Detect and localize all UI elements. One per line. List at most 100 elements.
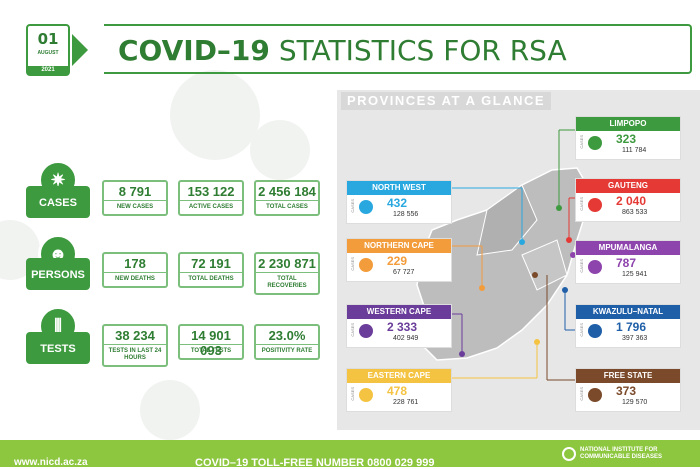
stat-value: 14 901 093 <box>191 328 231 358</box>
nicd-logo-icon <box>562 447 576 461</box>
province-name: NORTHERN CAPE <box>347 239 451 253</box>
province-card-north-west: NORTH WEST CASES 432 128 556 <box>346 180 452 224</box>
stat-value: 8 791 <box>118 184 152 199</box>
province-name: FREE STATE <box>576 369 680 383</box>
province-side-label: CASES <box>350 257 355 271</box>
stat-label: TOTAL RECOVERIES <box>256 272 318 293</box>
stat-label: TOTAL DEATHS <box>180 272 242 286</box>
stat-total-tests: 14 901 093 TOTAL TESTS <box>178 324 244 360</box>
province-card-northern-cape: NORTHERN CAPE CASES 229 67 727 <box>346 238 452 282</box>
footer-organization: NATIONAL INSTITUTE FOR COMMUNICABLE DISE… <box>580 447 663 460</box>
province-card-western-cape: WESTERN CAPE CASES 2 333 402 949 <box>346 304 452 348</box>
virus-icon <box>588 198 602 212</box>
province-card-free-state: FREE STATE CASES 373 129 570 <box>575 368 681 412</box>
province-total: 129 570 <box>622 399 648 406</box>
footer-toll-free-number: COVID–19 TOLL-FREE NUMBER 0800 029 999 <box>195 457 435 469</box>
virus-icon <box>588 324 602 338</box>
virus-icon <box>359 388 373 402</box>
province-cases: 787 <box>616 256 637 270</box>
stat-total-cases: 2 456 184 TOTAL CASES <box>254 180 320 216</box>
province-name: LIMPOPO <box>576 117 680 131</box>
title-rest: STATISTICS FOR RSA <box>278 34 567 67</box>
province-total: 402 949 <box>393 335 419 342</box>
province-name: NORTH WEST <box>347 181 451 195</box>
province-total: 128 556 <box>393 211 419 218</box>
stat-new-cases: 8 791 NEW CASES <box>102 180 168 216</box>
persons-category: PERSONS <box>26 258 90 290</box>
stat-value: 72 191 <box>191 256 231 271</box>
stat-label: NEW CASES <box>104 200 166 214</box>
stat-value: 2 456 184 <box>258 184 316 199</box>
province-total: 67 727 <box>393 269 415 276</box>
stat-value: 2 230 871 <box>258 256 316 271</box>
province-cases: 478 <box>387 384 408 398</box>
virus-icon <box>588 388 602 402</box>
province-name: EASTERN CAPE <box>347 369 451 383</box>
province-cases: 323 <box>616 132 637 146</box>
province-side-label: CASES <box>579 197 584 211</box>
title-bold: COVID–19 <box>118 34 270 67</box>
stat-label: TOTAL CASES <box>256 200 318 214</box>
stat-new-deaths: 178 NEW DEATHS <box>102 252 168 288</box>
title-frame <box>104 24 692 74</box>
province-card-kwazulu-natal: KWAZULU–NATAL CASES 1 796 397 363 <box>575 304 681 348</box>
stat-value: 23.0% <box>268 328 306 343</box>
south-africa-map <box>416 129 588 381</box>
province-cases: 1 796 <box>616 320 647 334</box>
province-side-label: CASES <box>350 323 355 337</box>
virus-icon <box>588 136 602 150</box>
background-virus-shape <box>140 380 200 440</box>
footer-bar <box>0 440 700 467</box>
province-cases: 432 <box>387 196 408 210</box>
footer-website-link[interactable]: www.nicd.ac.za <box>14 457 88 468</box>
background-virus-shape <box>170 70 260 160</box>
stat-label: TOTAL TESTS <box>180 344 242 358</box>
virus-icon <box>359 200 373 214</box>
province-name: KWAZULU–NATAL <box>576 305 680 319</box>
province-card-eastern-cape: EASTERN CAPE CASES 478 228 761 <box>346 368 452 412</box>
date-day: 01 <box>37 30 59 48</box>
province-card-mpumalanga: MPUMALANGA CASES 787 125 941 <box>575 240 681 284</box>
province-total: 397 363 <box>622 335 648 342</box>
background-virus-shape <box>250 120 310 180</box>
page-title: COVID–19 STATISTICS FOR RSA <box>118 34 567 67</box>
province-side-label: CASES <box>579 135 584 149</box>
province-total: 228 761 <box>393 399 419 406</box>
province-total: 111 784 <box>622 147 647 154</box>
stat-label: POSITIVITY RATE <box>256 344 318 358</box>
cases-category: CASES <box>26 186 90 218</box>
stat-label: NEW DEATHS <box>104 272 166 286</box>
province-cases: 2 040 <box>616 194 647 208</box>
stat-label: ACTIVE CASES <box>180 200 242 214</box>
province-total: 863 533 <box>622 209 648 216</box>
province-card-limpopo: LIMPOPO CASES 323 111 784 <box>575 116 681 160</box>
date-month: AUGUST <box>37 50 59 56</box>
date-year: 2021 <box>28 66 68 74</box>
virus-icon <box>588 260 602 274</box>
province-name: MPUMALANGA <box>576 241 680 255</box>
stat-value: 178 <box>124 256 146 271</box>
province-side-label: CASES <box>350 387 355 401</box>
province-cases: 2 333 <box>387 320 418 334</box>
tests-category: TESTS <box>26 332 90 364</box>
stat-value: 38 234 <box>115 328 155 343</box>
province-name: WESTERN CAPE <box>347 305 451 319</box>
stat-total-recoveries: 2 230 871 TOTAL RECOVERIES <box>254 252 320 295</box>
province-total: 125 941 <box>622 271 648 278</box>
virus-icon <box>359 258 373 272</box>
province-cases: 373 <box>616 384 637 398</box>
stat-value: 153 122 <box>187 184 235 199</box>
date-badge: 01 AUGUST 2021 <box>26 24 70 76</box>
stat-active-cases: 153 122 ACTIVE CASES <box>178 180 244 216</box>
stat-label: TESTS IN LAST 24 HOURS <box>104 344 166 365</box>
province-side-label: CASES <box>579 259 584 273</box>
arrow-icon <box>72 34 88 66</box>
province-side-label: CASES <box>579 387 584 401</box>
province-side-label: CASES <box>579 323 584 337</box>
stat-positivity-rate: 23.0% POSITIVITY RATE <box>254 324 320 360</box>
stat-tests-24h: 38 234 TESTS IN LAST 24 HOURS <box>102 324 168 367</box>
province-side-label: CASES <box>350 199 355 213</box>
province-card-gauteng: GAUTENG CASES 2 040 863 533 <box>575 178 681 222</box>
province-cases: 229 <box>387 254 408 268</box>
province-name: GAUTENG <box>576 179 680 193</box>
